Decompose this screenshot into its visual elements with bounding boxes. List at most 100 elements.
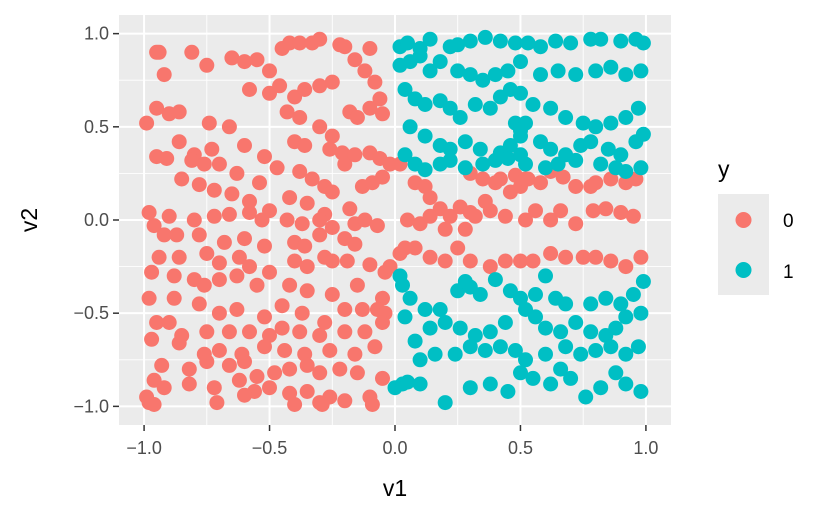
data-point-y0 <box>299 195 315 211</box>
data-point-y0 <box>324 287 340 302</box>
x-axis-title: v1 <box>383 475 407 501</box>
legend-label-0: 0 <box>783 211 794 232</box>
data-point-y0 <box>216 234 232 250</box>
data-point-y0 <box>274 320 290 336</box>
data-point-y0 <box>585 203 601 219</box>
data-point-y1 <box>543 376 559 392</box>
data-point-y0 <box>375 106 390 122</box>
data-point-y0 <box>237 231 252 247</box>
data-point-y0 <box>603 171 619 187</box>
data-point-y0 <box>332 361 348 377</box>
data-point-y1 <box>437 395 453 411</box>
data-point-y1 <box>397 309 413 325</box>
data-point-y0 <box>349 277 365 293</box>
data-point-y1 <box>568 315 584 330</box>
data-point-y1 <box>442 100 458 116</box>
data-point-y0 <box>382 259 398 275</box>
data-point-y0 <box>196 156 212 172</box>
data-point-y0 <box>294 305 310 321</box>
legend-key-1 <box>735 262 752 278</box>
data-point-y1 <box>472 141 488 157</box>
data-point-y0 <box>287 253 303 269</box>
data-point-y1 <box>462 67 478 83</box>
data-point-y0 <box>237 387 252 403</box>
data-point-y0 <box>375 290 390 306</box>
data-point-y0 <box>141 205 157 220</box>
data-point-y0 <box>169 227 185 243</box>
data-point-y1 <box>513 85 528 101</box>
data-point-y0 <box>184 44 200 60</box>
data-point-y1 <box>550 156 566 172</box>
data-point-y1 <box>618 110 634 125</box>
data-point-y0 <box>257 149 272 165</box>
data-point-y1 <box>528 287 543 302</box>
data-point-y1 <box>558 296 574 312</box>
data-point-y0 <box>199 246 215 261</box>
data-point-y0 <box>347 147 363 163</box>
data-point-y0 <box>357 324 373 340</box>
data-point-y0 <box>337 324 353 340</box>
data-point-y0 <box>422 190 438 206</box>
data-point-y0 <box>254 212 270 228</box>
data-point-y1 <box>558 339 574 355</box>
data-point-y0 <box>156 227 172 243</box>
data-point-y1 <box>487 152 503 168</box>
data-point-y0 <box>206 182 222 198</box>
data-point-y0 <box>349 365 365 381</box>
data-point-y1 <box>475 156 491 172</box>
data-point-y0 <box>211 305 227 321</box>
data-point-y1 <box>477 29 493 45</box>
data-point-y0 <box>299 283 315 299</box>
data-point-y0 <box>287 397 303 412</box>
data-point-y1 <box>417 302 433 317</box>
data-point-y0 <box>294 216 310 232</box>
data-point-y0 <box>375 315 390 330</box>
data-point-y0 <box>262 63 277 79</box>
data-point-y0 <box>209 395 225 411</box>
data-point-y0 <box>181 361 197 377</box>
data-point-y0 <box>196 277 212 293</box>
data-point-y0 <box>588 175 604 191</box>
y-tick-label: 1.0 <box>84 24 109 44</box>
data-point-y0 <box>613 205 629 220</box>
data-point-y0 <box>224 50 240 66</box>
data-point-y0 <box>525 253 541 269</box>
data-point-y1 <box>618 67 634 83</box>
y-tick-label: −1.0 <box>73 396 109 416</box>
data-point-y0 <box>206 380 222 396</box>
data-point-y0 <box>513 253 528 269</box>
legend-key-0 <box>735 212 752 228</box>
data-point-y0 <box>568 216 584 232</box>
data-point-y0 <box>229 268 245 284</box>
data-point-y0 <box>299 259 315 275</box>
data-point-y0 <box>151 249 167 265</box>
data-point-y1 <box>600 141 616 157</box>
data-point-y1 <box>528 309 543 325</box>
data-point-y0 <box>312 227 328 243</box>
y-tick-label: 0.5 <box>84 117 109 137</box>
data-point-y1 <box>518 156 533 172</box>
data-point-y0 <box>324 253 340 269</box>
data-point-y0 <box>221 119 237 135</box>
data-point-y1 <box>543 141 559 157</box>
data-point-y0 <box>144 331 160 347</box>
data-point-y1 <box>442 152 458 168</box>
data-point-y0 <box>312 119 328 135</box>
data-point-y1 <box>550 63 566 79</box>
data-point-y0 <box>292 35 308 51</box>
data-point-y1 <box>482 376 498 392</box>
data-point-y0 <box>262 264 277 280</box>
data-point-y0 <box>422 249 438 265</box>
data-point-y0 <box>442 208 458 224</box>
data-point-y1 <box>472 287 488 302</box>
data-point-y1 <box>633 160 649 176</box>
data-point-y0 <box>199 57 215 73</box>
data-point-y0 <box>334 145 350 161</box>
data-point-y0 <box>357 212 373 228</box>
data-point-y1 <box>462 380 478 396</box>
data-point-y1 <box>533 67 548 83</box>
data-point-y1 <box>457 134 473 150</box>
legend: y 0 1 <box>718 156 794 295</box>
data-point-y0 <box>342 201 358 217</box>
data-point-y1 <box>558 110 574 125</box>
